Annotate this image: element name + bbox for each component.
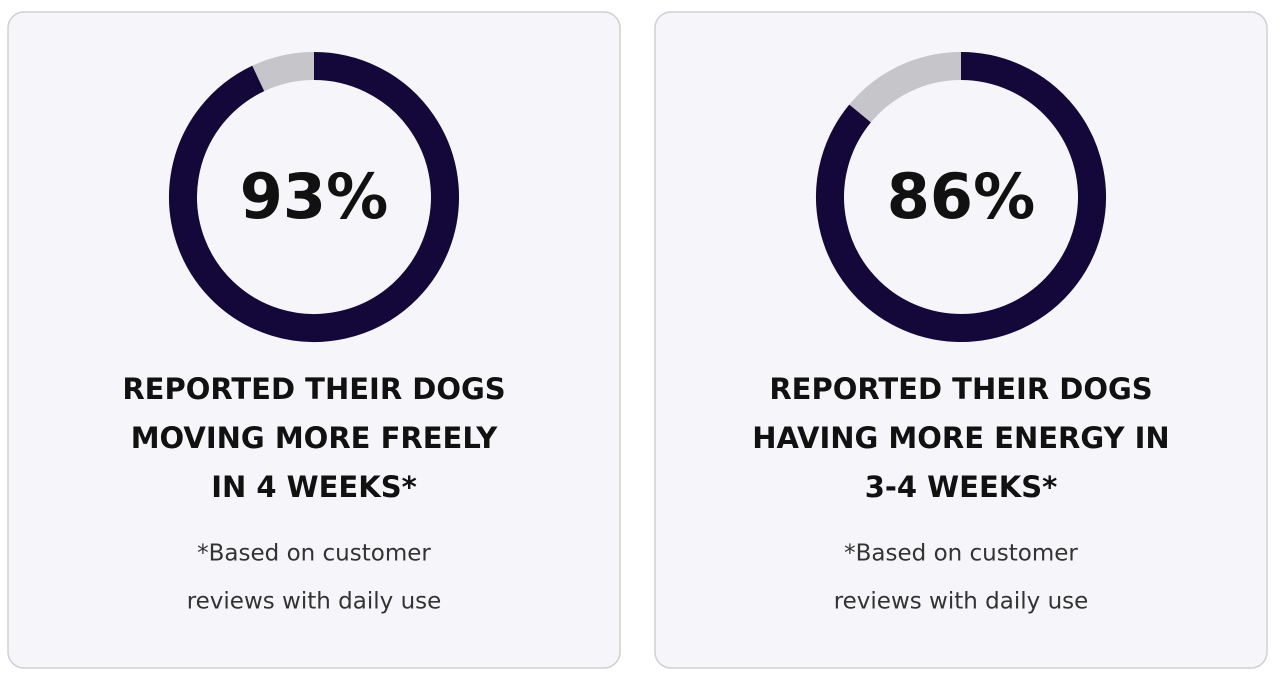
- card-note: *Based on customer: [197, 541, 431, 567]
- card-note: reviews with daily use: [834, 589, 1089, 615]
- donut-arc: [816, 52, 1106, 342]
- percent-label: 93%: [240, 160, 388, 233]
- card-heading: 3-4 WEEKS*: [865, 470, 1058, 504]
- card-heading: HAVING MORE ENERGY IN: [752, 421, 1169, 455]
- donut-arc: [169, 52, 459, 342]
- stat-card: 93% REPORTED THEIR DOGS MOVING MORE FREELY…: [7, 11, 621, 669]
- card-heading: IN 4 WEEKS*: [211, 470, 417, 504]
- card-note: reviews with daily use: [187, 589, 442, 615]
- stat-card: 86% REPORTED THEIR DOGS HAVING MORE ENERGY…: [654, 11, 1268, 669]
- card-heading: REPORTED THEIR DOGS: [122, 372, 505, 406]
- percent-label: 86%: [887, 160, 1035, 233]
- card-note: *Based on customer: [844, 541, 1078, 567]
- card-heading: REPORTED THEIR DOGS: [769, 372, 1152, 406]
- card-heading: MOVING MORE FREELY: [131, 421, 499, 455]
